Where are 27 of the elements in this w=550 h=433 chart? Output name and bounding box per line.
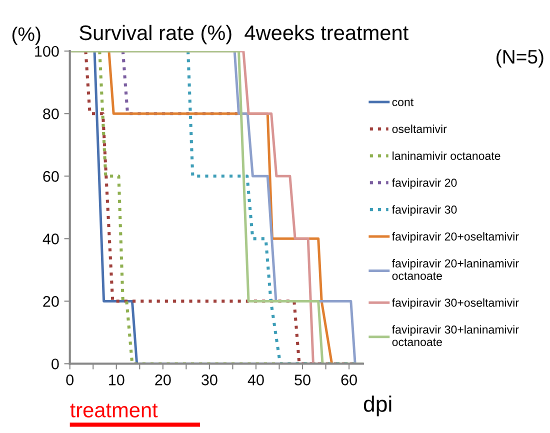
y-tick-label: 80 [43, 108, 59, 120]
x-tick-label: 0 [66, 374, 74, 386]
x-tick-label: 40 [248, 374, 264, 386]
legend-label: favipiravir 20+oseltamivir [392, 232, 519, 243]
y-axis-title: (%) [12, 26, 40, 45]
chart-title: Survival rate (%) 4weeks treatment [80, 24, 408, 44]
y-tick-label: 40 [42, 234, 59, 244]
x-axis-title: dpi [364, 396, 392, 416]
text: treatment [70, 404, 158, 418]
legend-label: oseltamivir [392, 124, 447, 134]
legend-label: favipiravir 30+laninamivir octanoate [392, 325, 519, 346]
x-tick-label: 20 [155, 374, 171, 386]
x-tick-label: 10 [109, 374, 124, 386]
x-tick-label: 50 [294, 374, 310, 386]
legend-label: laninamivir octanoate [392, 151, 500, 160]
x-tick-label: 60 [341, 374, 357, 386]
legend-label: favipiravir 30+oseltamivir [392, 298, 519, 310]
y-tick-label: 20 [43, 296, 59, 307]
y-tick-label: 0 [52, 358, 59, 370]
y-tick-label: 100 [35, 46, 59, 57]
legend-label: cont [392, 98, 414, 106]
x-tick-label: 30 [202, 374, 218, 386]
legend-label: favipiravir 30 [392, 205, 457, 216]
legend-label: favipiravir 20+laninamivir octanoate [392, 259, 519, 280]
text: (N=5) [496, 49, 544, 68]
y-tick-label: 60 [43, 171, 59, 182]
legend-label: favipiravir 20 [392, 178, 457, 190]
